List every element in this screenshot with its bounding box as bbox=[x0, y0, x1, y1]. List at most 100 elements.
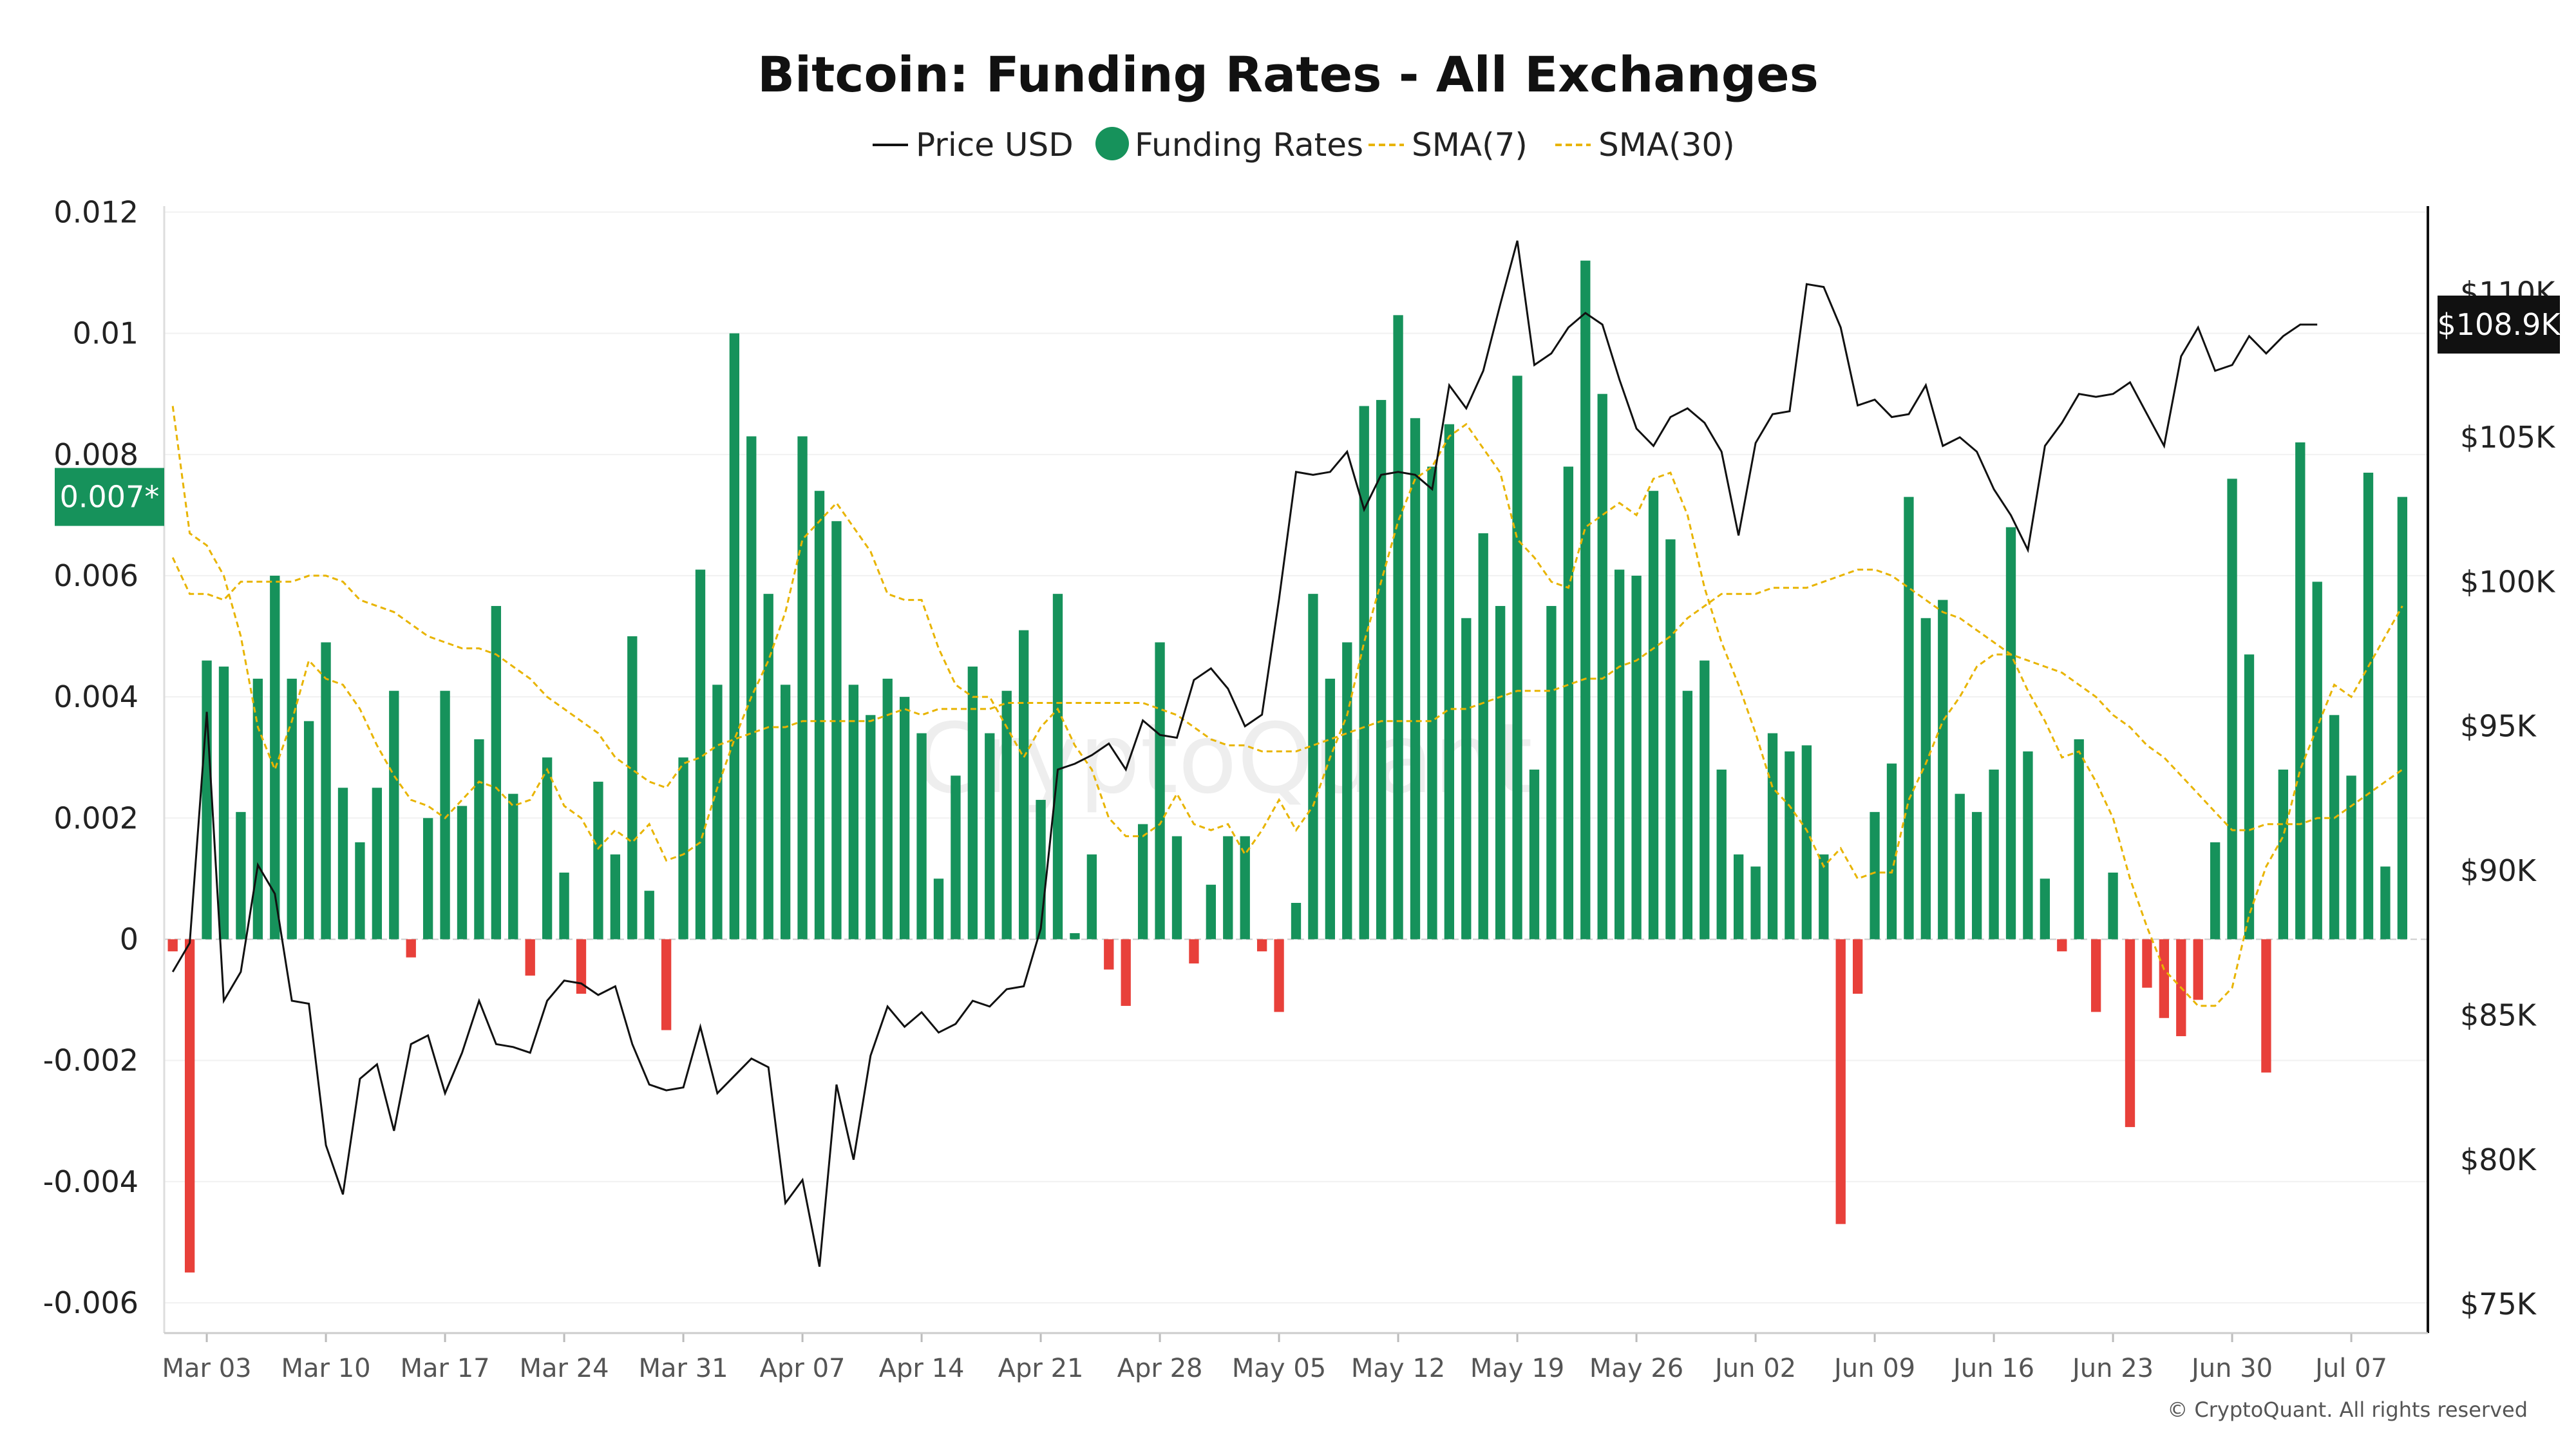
funding-rate-bar bbox=[678, 757, 688, 940]
funding-rate-bar bbox=[2227, 478, 2237, 940]
legend-item-funding-rates[interactable]: Funding Rates bbox=[1095, 126, 1363, 164]
funding-rate-bar bbox=[967, 667, 978, 940]
x-axis-tick-label: Jun 30 bbox=[2190, 1354, 2273, 1383]
funding-rate-bar bbox=[1308, 594, 1318, 940]
funding-rate-bar bbox=[1052, 594, 1063, 940]
funding-rate-bar bbox=[1121, 939, 1131, 1006]
funding-rate-bar bbox=[2142, 939, 2152, 988]
legend-item-price[interactable]: Price USD bbox=[873, 126, 1074, 164]
copyright-notice: © CryptoQuant. All rights reserved bbox=[2167, 1397, 2528, 1422]
funding-rate-bar bbox=[2090, 939, 2101, 1012]
right-axis-tick-label: $90K bbox=[2460, 853, 2537, 888]
funding-rate-bar bbox=[1785, 751, 1795, 940]
funding-rate-bar bbox=[1444, 424, 1455, 940]
funding-rate-bar bbox=[542, 757, 553, 940]
funding-rate-bar bbox=[593, 781, 603, 940]
legend-item-sma30[interactable]: SMA(30) bbox=[1555, 126, 1735, 164]
funding-rate-bar bbox=[2244, 654, 2255, 940]
x-axis-tick-label: Jun 02 bbox=[1713, 1354, 1796, 1383]
x-axis-tick-label: Jul 07 bbox=[2313, 1354, 2387, 1383]
chart-title: Bitcoin: Funding Rates - All Exchanges bbox=[757, 46, 1819, 103]
funding-rate-bar bbox=[2380, 866, 2391, 940]
funding-rate-bar bbox=[525, 939, 535, 976]
funding-rate-bar bbox=[1955, 793, 1965, 940]
legend-item-sma7[interactable]: SMA(7) bbox=[1368, 126, 1528, 164]
legend: Price USD Funding Rates SMA(7) SMA(30) bbox=[873, 126, 1735, 164]
funding-rate-bar bbox=[644, 891, 654, 940]
funding-rate-bar bbox=[321, 642, 331, 940]
funding-rate-bar bbox=[2363, 472, 2374, 940]
funding-rate-bar bbox=[2074, 739, 2084, 940]
x-axis-tick-label: Apr 14 bbox=[879, 1354, 965, 1383]
series-lines bbox=[171, 240, 2403, 1267]
left-axis-tick-label: 0 bbox=[120, 922, 138, 956]
funding-rate-bar bbox=[559, 872, 569, 940]
right-value-badge-box bbox=[2438, 295, 2560, 354]
x-axis-tick-label: Jun 23 bbox=[2070, 1354, 2154, 1383]
funding-rate-bar bbox=[1342, 642, 1352, 940]
funding-rate-bar bbox=[2261, 939, 2271, 1073]
funding-rate-bar bbox=[695, 569, 706, 940]
funding-rate-bar bbox=[1920, 618, 1931, 940]
funding-rate-bar bbox=[1223, 836, 1233, 940]
left-axis-tick-label: 0.006 bbox=[53, 558, 138, 593]
left-axis-tick-label: 0.012 bbox=[53, 194, 138, 229]
x-axis-tick-label: Mar 17 bbox=[401, 1354, 490, 1383]
funding-rate-bar bbox=[1427, 466, 1437, 940]
funding-rate-bar bbox=[1018, 630, 1029, 940]
x-axis-tick-label: Mar 31 bbox=[639, 1354, 728, 1383]
x-axis-tick-label: Mar 10 bbox=[281, 1354, 371, 1383]
funding-rate-bar bbox=[252, 678, 263, 940]
funding-rate-bars bbox=[167, 260, 2408, 1273]
left-value-badge-box bbox=[55, 468, 164, 526]
funding-rate-bar bbox=[2159, 939, 2170, 1018]
funding-rate-bar bbox=[1189, 939, 1199, 964]
funding-rate-bar bbox=[882, 678, 893, 940]
left-axis-tick-label: -0.004 bbox=[43, 1164, 138, 1199]
funding-rate-bar bbox=[1971, 811, 1982, 940]
right-axis-tick-label: $75K bbox=[2460, 1287, 2537, 1321]
funding-rate-bar bbox=[2346, 775, 2356, 940]
funding-rate-bar bbox=[406, 939, 416, 958]
funding-rate-bar bbox=[1852, 939, 1863, 994]
x-axis-tick-label: Jun 09 bbox=[1832, 1354, 1915, 1383]
funding-rate-bar bbox=[2193, 939, 2203, 1000]
funding-rate-bar bbox=[985, 733, 995, 940]
funding-rate-bar bbox=[2125, 939, 2136, 1128]
funding-rate-bar bbox=[508, 793, 518, 940]
funding-rate-bar bbox=[2057, 939, 2067, 952]
funding-rate-bar bbox=[1904, 497, 1914, 940]
funding-rate-bar bbox=[1870, 811, 1880, 940]
left-axis-tick-label: 0.008 bbox=[53, 437, 138, 472]
left-axis-ticks: 0.012 0.01 0.008 0.006 0.004 0.002 0 -0.002 -0.0… bbox=[43, 194, 138, 1320]
funding-rate-bar bbox=[866, 715, 876, 940]
funding-rate-bar bbox=[1274, 939, 1284, 1012]
funding-rate-bar bbox=[1256, 939, 1267, 952]
gridlines bbox=[164, 211, 2428, 1303]
funding-rate-bar bbox=[1648, 491, 1659, 940]
right-value-badge: $108.9K bbox=[2437, 295, 2561, 354]
funding-rate-bar bbox=[287, 678, 297, 940]
funding-rate-bar bbox=[474, 739, 484, 940]
funding-rate-bar bbox=[167, 939, 178, 952]
funding-rate-bar bbox=[610, 854, 621, 940]
right-axis-tick-label: $105K bbox=[2460, 420, 2556, 455]
funding-rate-bar bbox=[1563, 466, 1574, 940]
funding-rate-bar bbox=[814, 491, 825, 940]
left-value-badge: 0.007* bbox=[55, 468, 164, 526]
funding-rate-bar bbox=[1819, 854, 1829, 940]
funding-rate-bar bbox=[1070, 933, 1080, 940]
funding-rate-bar bbox=[1291, 902, 1302, 940]
funding-rate-bar bbox=[1700, 660, 1710, 940]
funding-rate-bar bbox=[1155, 642, 1165, 940]
funding-rate-bar bbox=[848, 685, 859, 940]
x-axis-tick-label: May 26 bbox=[1589, 1354, 1683, 1383]
left-axis-tick-label: 0.01 bbox=[73, 316, 138, 351]
funding-rate-bar bbox=[1665, 539, 1676, 940]
x-axis-tick-label: Apr 21 bbox=[998, 1354, 1084, 1383]
funding-rate-bar bbox=[2108, 872, 2118, 940]
funding-rate-bar bbox=[1989, 770, 1999, 940]
funding-rate-bar bbox=[1206, 884, 1217, 940]
funding-rate-bar bbox=[1614, 569, 1625, 940]
